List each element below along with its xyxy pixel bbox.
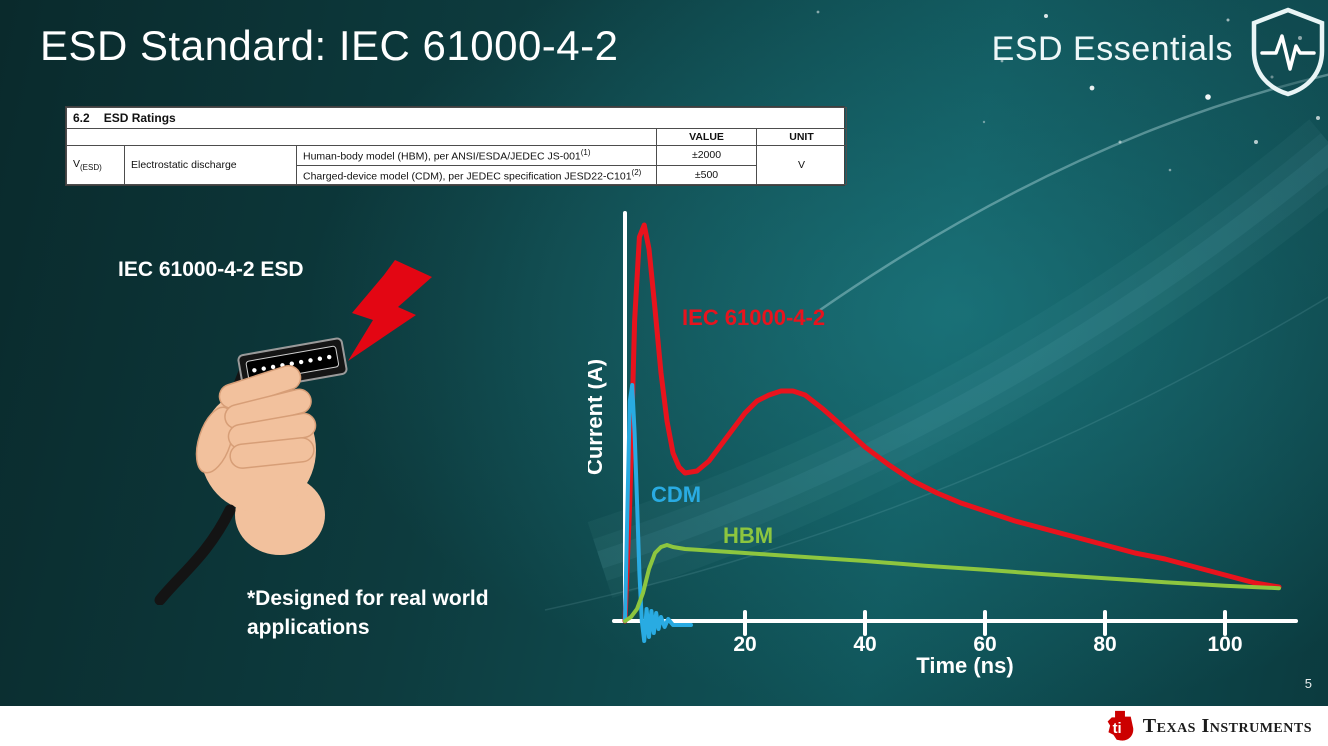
x-tick-label: 20: [733, 633, 756, 656]
shield-outline: [1251, 7, 1325, 97]
x-tick-label: 40: [853, 633, 876, 656]
series-label-cdm: CDM: [651, 482, 701, 507]
designed-note: *Designed for real world applications: [247, 584, 489, 642]
series-label-iec-61000-4-2: IEC 61000-4-2: [682, 305, 825, 330]
hbm-value-cell: ±2000: [656, 145, 757, 166]
cdm-description-cell: Charged-device model (CDM), per JEDEC sp…: [296, 164, 657, 185]
series-label-hbm: HBM: [723, 523, 773, 548]
param-symbol-cell: V(ESD): [66, 145, 125, 185]
param-name-cell: Electrostatic discharge: [124, 145, 297, 185]
table-header-row: VALUE UNIT: [66, 128, 847, 146]
hbm-description-cell: Human-body model (HBM), per ANSI/ESDA/JE…: [296, 145, 657, 166]
cdm-value-cell: ±500: [656, 164, 757, 185]
param-symbol: V: [73, 157, 81, 170]
table-row: Charged-device model (CDM), per JEDEC sp…: [67, 164, 847, 185]
footnote-ref: (2): [631, 167, 642, 177]
fingers: [218, 364, 317, 469]
table-row: V(ESD) Electrostatic discharge Human-bod…: [66, 145, 847, 185]
x-tick-label: 60: [973, 633, 996, 656]
page-number: 5: [1304, 676, 1312, 691]
thumb: [195, 406, 235, 474]
series-line-hbm: [623, 543, 1281, 623]
esd-current-waveform-chart: 20 40 60 80 100 Time (ns) Current (A) IEC 61000…: [588, 211, 1298, 678]
series-title: ESD Essentials: [991, 30, 1233, 68]
x-axis-title: Time (ns): [916, 653, 1013, 678]
hbm-description: Human-body model (HBM), per ANSI/ESDA/JE…: [303, 150, 581, 163]
value-column-header: VALUE: [656, 128, 757, 146]
table-section-row: 6.2 ESD Ratings: [66, 107, 847, 129]
hand-holding-connector-illustration: [154, 260, 432, 605]
section-number: 6.2: [73, 111, 90, 125]
ti-brand-text: Texas Instruments: [1142, 714, 1312, 737]
unit-column-header: UNIT: [756, 128, 847, 146]
y-axis-title: Current (A): [588, 359, 607, 475]
ti-bug-shape: [1107, 710, 1134, 741]
iec-esd-caption: IEC 61000-4-2 ESD: [118, 258, 304, 281]
heartbeat-pulse-line: [1260, 34, 1316, 71]
x-tick-label: 80: [1093, 633, 1116, 656]
lightning-bolt-icon: [348, 260, 432, 361]
ti-bug-letters: ti: [1112, 721, 1121, 737]
x-tick-label: 100: [1207, 633, 1242, 656]
series-line-iec-61000-4-2: [622, 222, 1282, 624]
esd-shield-icon: [1251, 7, 1325, 97]
esd-ratings-table: 6.2 ESD Ratings VALUE UNIT V(ESD) Electro…: [65, 106, 847, 186]
note-line2: applications: [247, 616, 370, 639]
hand: [195, 364, 325, 555]
ti-logo-icon: ti: [1107, 710, 1134, 741]
note-line1: *Designed for real world: [247, 587, 489, 610]
unit-cell: V: [756, 145, 847, 185]
empty-header-cell: [66, 128, 657, 146]
cable-end: [154, 504, 236, 605]
param-symbol-subscript: (ESD): [80, 163, 102, 173]
footer-bar: ti Texas Instruments: [0, 706, 1328, 746]
series-line-cdm: [623, 383, 693, 643]
slide-title: ESD Standard: IEC 61000-4-2: [40, 22, 619, 69]
section-title: ESD Ratings: [103, 111, 176, 125]
cdm-description: Charged-device model (CDM), per JEDEC sp…: [303, 170, 632, 182]
footnote-ref: (1): [580, 148, 591, 157]
